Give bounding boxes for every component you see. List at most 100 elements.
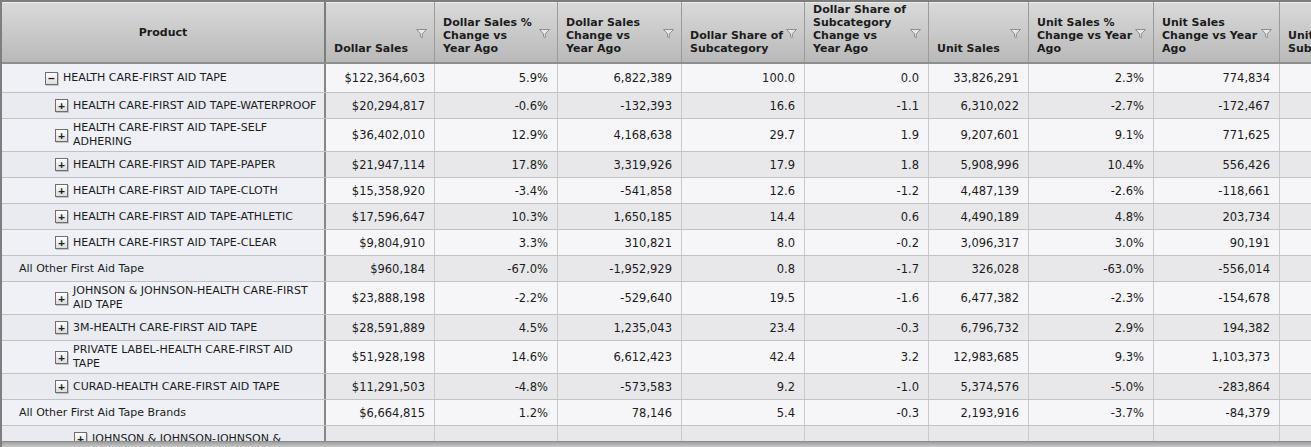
cell-unit-share — [1280, 282, 1311, 314]
product-label: HEALTH CARE-FIRST AID TAPE-ATHLETIC — [73, 210, 293, 224]
cell-unit-sales: 9,207,601 — [929, 119, 1029, 151]
cell-unit-share — [1280, 230, 1311, 255]
cell-dollar-sales-pct-change: 3.3% — [435, 230, 558, 255]
column-header-label: Dollar Sales % Change vs Year Ago — [443, 16, 537, 55]
cell-dollar-sales-change: -573,583 — [558, 374, 682, 399]
column-header-label: Dollar Sales Change vs Year Ago — [566, 16, 661, 55]
cell-dollar-share-change: -0.3 — [805, 315, 929, 340]
cell-dollar-share: 29.7 — [682, 119, 805, 151]
cell-dollar-sales: $20,294,817 — [326, 93, 435, 118]
cell-unit-sales-change: 194,382 — [1154, 315, 1280, 340]
expand-icon[interactable]: + — [55, 321, 68, 334]
cell-unit-sales-pct-change: 9.1% — [1029, 119, 1154, 151]
cell-unit-sales-pct-change: 4.8% — [1029, 204, 1154, 229]
cell-dollar-share-change: -1.2 — [805, 178, 929, 203]
expand-icon[interactable]: + — [55, 99, 68, 112]
filter-icon[interactable] — [1134, 27, 1147, 40]
column-header-label: Unit Sales — [937, 42, 1000, 55]
cell-unit-share — [1280, 204, 1311, 229]
product-cell: + HEALTH CARE-FIRST AID TAPE-CLEAR — [2, 230, 326, 255]
cell-unit-share — [1280, 315, 1311, 340]
cell-unit-sales-change: 90,191 — [1154, 230, 1280, 255]
column-header-product[interactable]: Product — [2, 2, 326, 62]
cell-dollar-sales-change: -1,952,929 — [558, 256, 682, 281]
cell-unit-sales-change: -556,014 — [1154, 256, 1280, 281]
cell-unit-sales: 6,310,022 — [929, 93, 1029, 118]
product-label: All Other First Aid Tape Brands — [19, 406, 186, 420]
cell-unit-sales: 12,983,685 — [929, 341, 1029, 373]
expand-icon[interactable]: + — [55, 380, 68, 393]
cell-dollar-share-change: -1.1 — [805, 93, 929, 118]
column-header-dollar-share[interactable]: Dollar Share of Subcategory — [682, 2, 805, 62]
expand-icon[interactable]: + — [55, 184, 68, 197]
expand-icon[interactable]: + — [55, 210, 68, 223]
column-header-unit-sales-pct-change[interactable]: Unit Sales % Change vs Year Ago — [1029, 2, 1154, 62]
cell-unit-sales: 33,826,291 — [929, 64, 1029, 92]
product-cell: +JOHNSON & JOHNSON-HEALTH CARE-FIRST AID… — [2, 282, 326, 314]
filter-icon[interactable] — [415, 27, 428, 40]
column-header-dollar-sales-pct-change[interactable]: Dollar Sales % Change vs Year Ago — [435, 2, 558, 62]
expand-icon[interactable]: + — [55, 158, 68, 171]
product-cell: −HEALTH CARE-FIRST AID TAPE — [2, 64, 326, 92]
cell-unit-sales: 5,374,576 — [929, 374, 1029, 399]
cell-unit-sales: 326,028 — [929, 256, 1029, 281]
cell-unit-share — [1280, 178, 1311, 203]
cell-unit-sales-pct-change: 9.3% — [1029, 341, 1154, 373]
filter-icon[interactable] — [1009, 27, 1022, 40]
product-label: HEALTH CARE-FIRST AID TAPE-SELF ADHERING — [73, 121, 318, 149]
cell-unit-sales: 3,096,317 — [929, 230, 1029, 255]
expand-icon[interactable]: + — [55, 236, 68, 249]
expand-icon[interactable]: + — [55, 292, 68, 305]
cell-dollar-sales-pct-change: -4.8% — [435, 374, 558, 399]
product-label: HEALTH CARE-FIRST AID TAPE-WATERPROOF — [73, 99, 316, 113]
cell-unit-sales-change: 203,734 — [1154, 204, 1280, 229]
filter-icon[interactable] — [785, 27, 798, 40]
filter-icon[interactable] — [538, 27, 551, 40]
expand-icon[interactable]: + — [55, 129, 68, 142]
column-header-dollar-sales-change[interactable]: Dollar Sales Change vs Year Ago — [558, 2, 682, 62]
product-sales-grid: Product Dollar Sales Dollar Sales % Change… — [0, 0, 1311, 447]
product-label: HEALTH CARE-FIRST AID TAPE-PAPER — [73, 158, 275, 172]
product-label: 3M-HEALTH CARE-FIRST AID TAPE — [73, 321, 257, 335]
column-header-unit-sales-change[interactable]: Unit Sales Change vs Year Ago — [1154, 2, 1280, 62]
cell-unit-share — [1280, 341, 1311, 373]
column-header-unit-share[interactable]: Unit Share of Subcategory — [1280, 2, 1311, 62]
collapse-icon[interactable]: − — [45, 72, 58, 85]
cell-dollar-share: 8.0 — [682, 230, 805, 255]
column-header-dollar-share-change[interactable]: Dollar Share of Subcategory Change vs Ye… — [805, 2, 929, 62]
cell-dollar-sales: $15,358,920 — [326, 178, 435, 203]
product-label: HEALTH CARE-FIRST AID TAPE-CLEAR — [73, 236, 277, 250]
cell-dollar-share-change: 0.6 — [805, 204, 929, 229]
cell-unit-sales: 6,796,732 — [929, 315, 1029, 340]
product-label: All Other First Aid Tape — [19, 262, 144, 276]
cell-dollar-sales-change: 6,612,423 — [558, 341, 682, 373]
cell-unit-share — [1280, 374, 1311, 399]
cell-unit-share — [1280, 256, 1311, 281]
product-label: HEALTH CARE-FIRST AID TAPE-CLOTH — [73, 184, 278, 198]
cell-unit-share — [1280, 119, 1311, 151]
expand-icon[interactable]: + — [55, 351, 68, 364]
column-header-unit-sales[interactable]: Unit Sales — [929, 2, 1029, 62]
cell-dollar-sales-pct-change: 5.9% — [435, 64, 558, 92]
filter-icon[interactable] — [909, 27, 922, 40]
product-cell: + HEALTH CARE-FIRST AID TAPE-SELF ADHERIN… — [2, 119, 326, 151]
cell-unit-sales-change: -84,379 — [1154, 400, 1280, 425]
filter-icon[interactable] — [1260, 27, 1273, 40]
cell-dollar-sales: $36,402,010 — [326, 119, 435, 151]
cell-dollar-sales-change: 1,235,043 — [558, 315, 682, 340]
horizontal-scrollbar[interactable] — [2, 441, 1311, 447]
column-header-label: Dollar Sales — [334, 42, 408, 55]
grid-body: −HEALTH CARE-FIRST AID TAPE$122,364,6035… — [2, 64, 1311, 447]
cell-dollar-sales-pct-change: -0.6% — [435, 93, 558, 118]
filter-icon[interactable] — [662, 27, 675, 40]
cell-dollar-share-change: -1.0 — [805, 374, 929, 399]
column-header-label: Dollar Share of Subcategory — [690, 29, 784, 55]
column-header-dollar-sales[interactable]: Dollar Sales — [326, 2, 435, 62]
cell-dollar-share: 14.4 — [682, 204, 805, 229]
cell-unit-sales-pct-change: -2.3% — [1029, 282, 1154, 314]
cell-unit-sales-change: 556,426 — [1154, 152, 1280, 177]
cell-unit-share — [1280, 152, 1311, 177]
cell-dollar-sales: $28,591,889 — [326, 315, 435, 340]
cell-dollar-sales-change: 6,822,389 — [558, 64, 682, 92]
cell-dollar-sales-change: -132,393 — [558, 93, 682, 118]
